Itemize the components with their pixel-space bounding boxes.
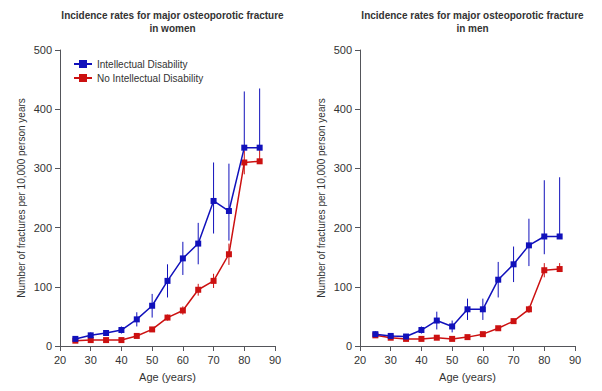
svg-text:in men: in men [456, 23, 488, 34]
svg-text:Intellectual Disability: Intellectual Disability [97, 59, 188, 70]
svg-text:20: 20 [354, 354, 366, 366]
svg-text:0: 0 [346, 340, 352, 352]
svg-text:200: 200 [334, 222, 352, 234]
svg-text:100: 100 [34, 281, 52, 293]
svg-text:80: 80 [538, 354, 550, 366]
svg-text:40: 40 [415, 354, 427, 366]
svg-text:60: 60 [477, 354, 489, 366]
svg-text:300: 300 [334, 162, 352, 174]
svg-text:20: 20 [54, 354, 66, 366]
svg-text:Incidence rates for major oste: Incidence rates for major osteoporotic f… [61, 10, 284, 21]
svg-text:400: 400 [34, 103, 52, 115]
svg-text:Number of fractures per 10,000: Number of fractures per 10,000 person ye… [316, 98, 327, 298]
svg-text:400: 400 [334, 103, 352, 115]
svg-text:in women: in women [149, 23, 195, 34]
svg-text:200: 200 [34, 222, 52, 234]
svg-text:Age (years): Age (years) [439, 371, 496, 383]
svg-text:50: 50 [446, 354, 458, 366]
svg-text:Incidence rates for major oste: Incidence rates for major osteoporotic f… [361, 10, 584, 21]
svg-text:80: 80 [238, 354, 250, 366]
svg-text:90: 90 [269, 354, 281, 366]
svg-text:100: 100 [334, 281, 352, 293]
svg-text:70: 70 [207, 354, 219, 366]
svg-text:90: 90 [569, 354, 581, 366]
svg-text:60: 60 [177, 354, 189, 366]
svg-text:300: 300 [34, 162, 52, 174]
svg-text:500: 500 [34, 44, 52, 56]
svg-text:Number of fractures per 10,000: Number of fractures per 10,000 person ye… [16, 98, 27, 298]
svg-text:0: 0 [46, 340, 52, 352]
svg-text:40: 40 [115, 354, 127, 366]
svg-text:Age (years): Age (years) [139, 371, 196, 383]
svg-text:30: 30 [385, 354, 397, 366]
svg-text:50: 50 [146, 354, 158, 366]
svg-text:30: 30 [85, 354, 97, 366]
svg-text:No Intellectual Disability: No Intellectual Disability [97, 73, 203, 84]
svg-text:70: 70 [507, 354, 519, 366]
svg-text:500: 500 [334, 44, 352, 56]
